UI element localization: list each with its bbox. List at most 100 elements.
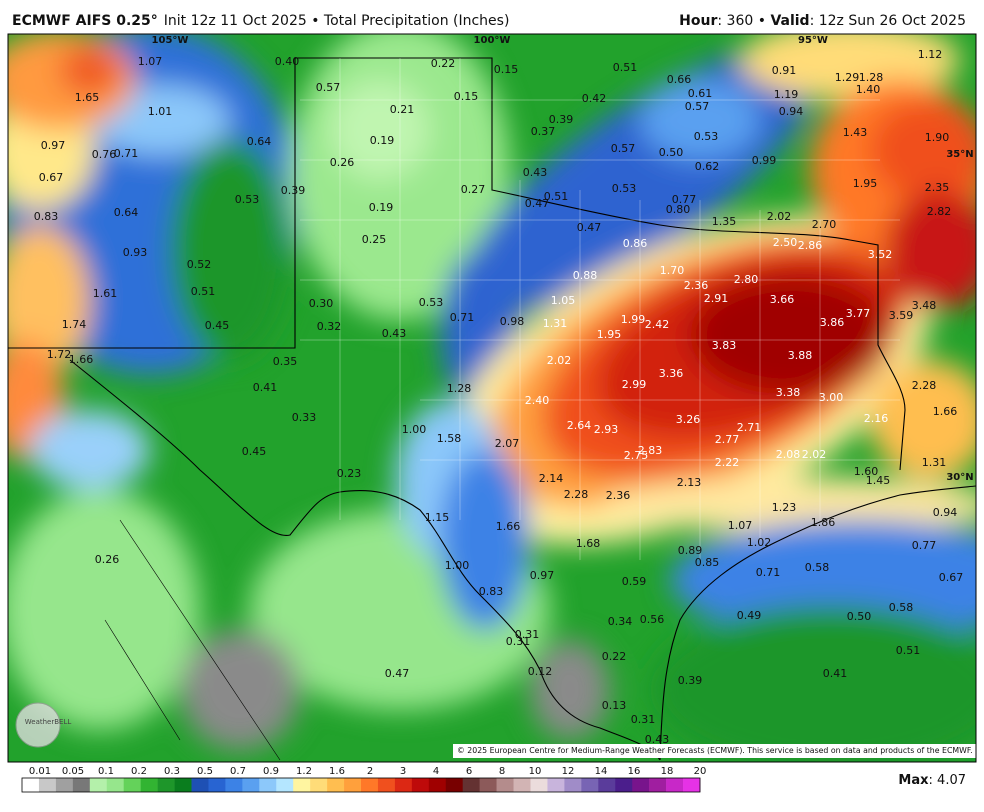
colorbar-label: 20 [694,766,707,777]
station-value: 0.47 [577,221,602,234]
colorbar-cell [513,778,531,792]
station-value: 2.99 [622,378,647,391]
precip-area [650,605,976,762]
colorbar-label: 3 [400,766,406,777]
station-value: 0.66 [667,73,692,86]
station-value: 0.27 [461,183,486,196]
colorbar-label: 12 [562,766,575,777]
colorbar-label: 0.5 [197,766,213,777]
station-value: 2.77 [715,433,740,446]
station-value: 0.39 [281,184,306,197]
colorbar-cell [157,778,175,792]
station-value: 0.37 [531,125,556,138]
station-value: 0.64 [247,135,272,148]
precip-area [870,100,976,200]
precip-area [690,275,890,395]
station-value: 2.13 [677,476,702,489]
colorbar-label: 0.2 [131,766,147,777]
station-value: 0.31 [515,628,540,641]
station-value: 0.71 [114,147,139,160]
station-value: 0.12 [528,665,553,678]
station-value: 0.85 [695,556,720,569]
station-value: 3.77 [846,307,871,320]
station-value: 0.34 [608,615,633,628]
colorbar-cell [683,778,701,792]
station-value: 1.66 [69,353,94,366]
colorbar-cell [581,778,599,792]
station-value: 0.77 [672,193,697,206]
station-value: 3.52 [868,248,893,261]
colorbar-cell [123,778,141,792]
colorbar-cell [361,778,379,792]
precip-area [440,450,530,630]
station-value: 2.75 [624,449,649,462]
colorbar-label: 0.7 [230,766,246,777]
station-value: 0.39 [549,113,574,126]
graticule-labels: 105°W 100°W 95°W 35°N 30°N [152,35,974,483]
station-value: 3.48 [912,299,937,312]
station-value: 0.26 [95,553,120,566]
colorbar-cell [208,778,226,792]
station-value: 2.82 [927,205,952,218]
station-value: 0.67 [939,571,964,584]
credit: © 2025 European Centre for Medium-Range … [457,746,973,755]
colorbar-cell [191,778,209,792]
station-value: 2.86 [798,239,823,252]
station-value: 0.43 [523,166,548,179]
station-value: 0.53 [612,182,637,195]
station-value: 2.91 [704,292,729,305]
station-value: 0.45 [205,319,230,332]
colorbar-cell [615,778,633,792]
station-value: 3.86 [820,316,845,329]
station-value: 3.36 [659,367,684,380]
colorbar-cell [394,778,413,792]
station-value: 0.88 [573,269,598,282]
colorbar-cell [377,778,396,792]
station-value: 0.64 [114,206,139,219]
precip-area [670,520,976,640]
precip-area [60,45,120,95]
colorbar-cell [259,778,277,792]
station-value: 0.13 [602,699,627,712]
colorbar-cell [22,778,40,792]
station-value: 3.00 [819,391,844,404]
colorbar-label: 0.3 [164,766,180,777]
max-text: : 4.07 [929,773,966,788]
station-value: 1.00 [445,559,470,572]
station-value: 0.94 [933,506,958,519]
precip-area [530,640,610,740]
precip-area [600,477,976,533]
colorbar-cell [276,778,294,792]
colorbar-label: 2 [367,766,373,777]
station-value: 0.53 [235,193,260,206]
station-value: 2.28 [912,379,937,392]
station-value: 2.36 [606,489,631,502]
station-value: 0.53 [419,296,444,309]
colorbar-cell [72,778,91,792]
precip-area [8,490,200,730]
valid-text: : 12z Sun 26 Oct 2025 [810,13,966,29]
station-value: 1.12 [918,48,943,61]
station-value: 0.49 [737,609,762,622]
hour-label: Hour [679,13,717,29]
coastline [659,485,976,761]
station-value: 0.30 [309,297,334,310]
county-grid [300,58,900,560]
station-value: 0.97 [530,569,555,582]
station-value: 1.99 [621,313,646,326]
station-value: 2.70 [812,218,837,231]
station-value: 0.47 [385,667,410,680]
station-value: 1.70 [660,264,685,277]
station-value: 0.21 [390,103,415,116]
station-value: 0.53 [694,130,719,143]
colorbar-cell [564,778,582,792]
colorbar-cell [462,778,480,792]
station-value: 0.56 [640,613,665,626]
colorbar-cell [38,778,57,792]
station-value: 0.57 [611,142,636,155]
station-value: 2.80 [734,273,759,286]
station-value: 1.66 [933,405,958,418]
station-value: 0.83 [34,210,59,223]
station-value: 0.43 [382,327,407,340]
